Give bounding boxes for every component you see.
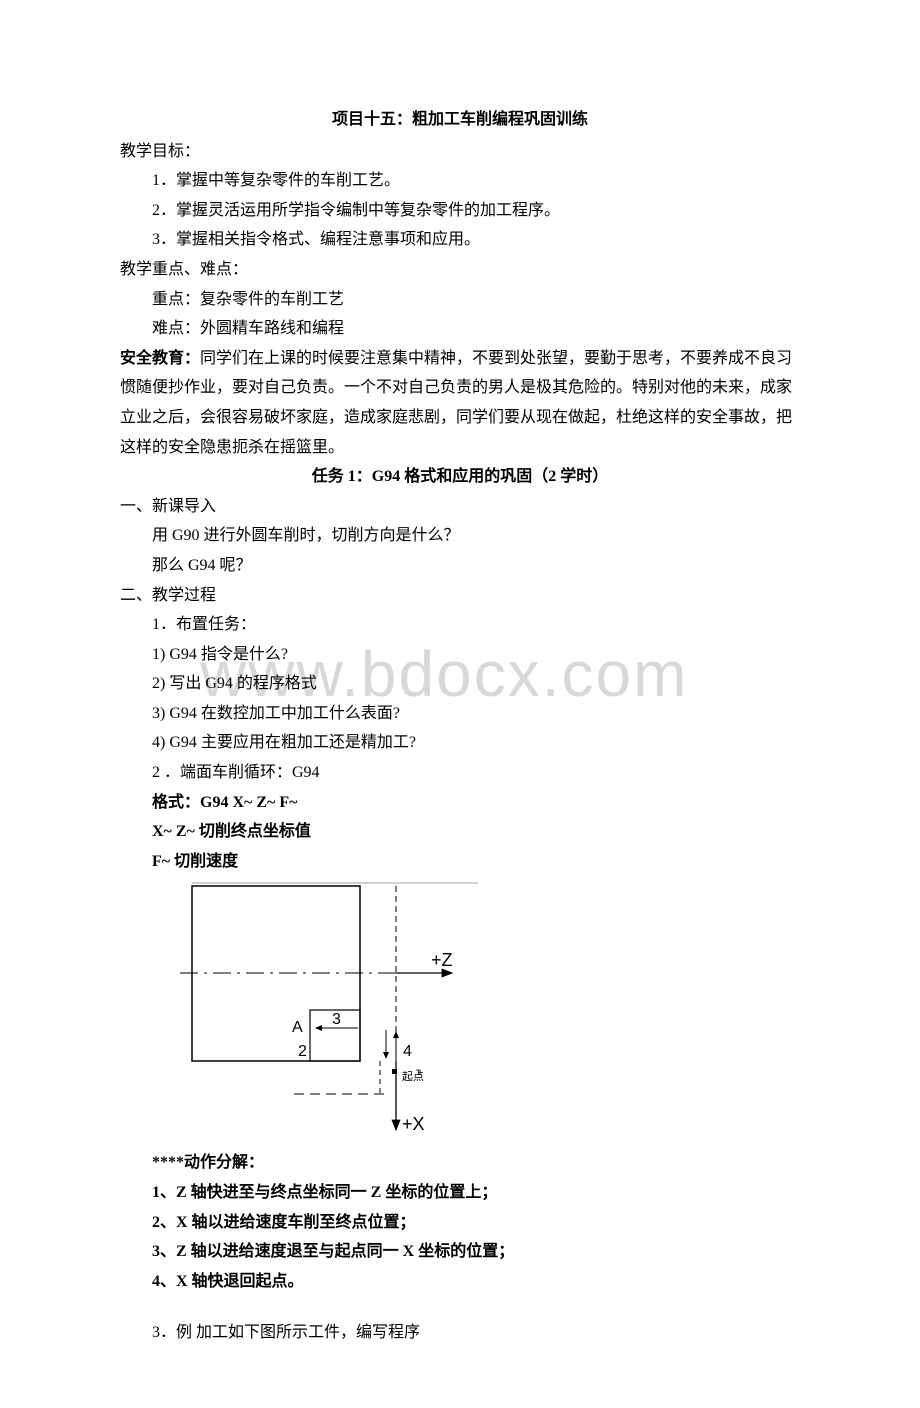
safety-label: 安全教育： <box>120 350 200 367</box>
spacer <box>120 1296 800 1318</box>
q4: 4) G94 主要应用在粗加工还是精加工? <box>120 728 800 758</box>
teach-goal-label: 教学目标： <box>120 137 800 167</box>
format-line: 格式：G94 X~ Z~ F~ <box>120 788 800 818</box>
action-label: ****动作分解： <box>120 1148 800 1178</box>
safety-section: 安全教育：同学们在上课的时候要注意集中精神，不要到处张望，要勤于思考，不要养成不… <box>120 344 800 462</box>
action-2: 2、X 轴以进给速度车削至终点位置； <box>120 1208 800 1238</box>
sec2-label: 二、教学过程 <box>120 581 800 611</box>
doc-title: 项目十五：粗加工车削编程巩固训练 <box>120 105 800 135</box>
g94-diagram: A 2 3 4 起点 +Z +X <box>180 880 800 1140</box>
example-label: 3．例 加工如下图所示工件，编写程序 <box>120 1318 800 1348</box>
goal-1: 1．掌握中等复杂零件的车削工艺。 <box>120 166 800 196</box>
q3: 3) G94 在数控加工中加工什么表面? <box>120 699 800 729</box>
label-2: 2 <box>298 1043 307 1060</box>
sec1-line-2: 那么 G94 呢？ <box>120 551 800 581</box>
label-x: +X <box>402 1114 425 1134</box>
goal-2: 2．掌握灵活运用所学指令编制中等复杂零件的加工程序。 <box>120 196 800 226</box>
action-3: 3、Z 轴以进给速度退至与起点同一 X 坐标的位置； <box>120 1237 800 1267</box>
f-line: F~ 切削速度 <box>120 847 800 877</box>
focus-2: 难点：外圆精车路线和编程 <box>120 314 800 344</box>
document-content: 项目十五：粗加工车削编程巩固训练 教学目标： 1．掌握中等复杂零件的车削工艺。 … <box>120 105 800 1348</box>
goal-3: 3．掌握相关指令格式、编程注意事项和应用。 <box>120 225 800 255</box>
xz-line: X~ Z~ 切削终点坐标值 <box>120 817 800 847</box>
q1: 1) G94 指令是什么? <box>120 640 800 670</box>
action-4: 4、X 轴快退回起点。 <box>120 1267 800 1297</box>
sec2-item2: 2 ．端面车削循环：G94 <box>120 758 800 788</box>
label-z: +Z <box>431 950 453 970</box>
label-3: 3 <box>332 1011 341 1028</box>
safety-text: 同学们在上课的时候要注意集中精神，不要到处张望，要勤于思考，不要养成不良习惯随便… <box>120 350 792 456</box>
action-1: 1、Z 轴快进至与终点坐标同一 Z 坐标的位置上； <box>120 1178 800 1208</box>
focus-1: 重点：复杂零件的车削工艺 <box>120 285 800 315</box>
label-a: A <box>292 1019 303 1036</box>
label-4: 4 <box>403 1043 412 1060</box>
focus-label: 教学重点、难点： <box>120 255 800 285</box>
task-title: 任务 1：G94 格式和应用的巩固（2 学时） <box>120 462 800 492</box>
q2: 2) 写出 G94 的程序格式 <box>120 669 800 699</box>
sec2-task-label: 1．布置任务： <box>120 610 800 640</box>
diagram-svg: A 2 3 4 起点 +Z +X <box>180 880 480 1140</box>
label-start: 起点 <box>402 1070 424 1083</box>
sec1-label: 一、新课导入 <box>120 492 800 522</box>
sec1-line-1: 用 G90 进行外圆车削时，切削方向是什么？ <box>120 521 800 551</box>
